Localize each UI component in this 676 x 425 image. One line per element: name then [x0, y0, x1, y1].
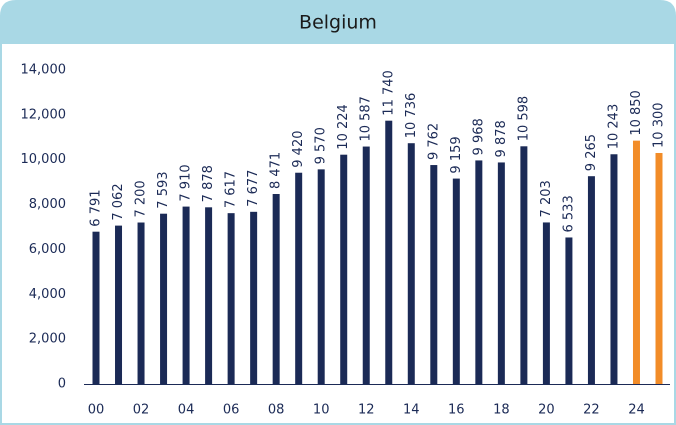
value-label: 6 533 [561, 195, 576, 232]
value-label: 10 850 [629, 90, 644, 136]
bar [295, 172, 303, 384]
x-tick-label: 02 [133, 403, 150, 418]
bar [610, 154, 618, 384]
value-label: 9 420 [291, 131, 306, 168]
bar [340, 154, 348, 384]
y-tick-label: 4,000 [29, 287, 66, 302]
bar [227, 213, 235, 384]
bar [632, 140, 640, 384]
x-tick-label: 10 [313, 403, 330, 418]
value-label: 7 910 [179, 164, 194, 201]
bar [362, 146, 370, 384]
value-label: 6 791 [89, 189, 104, 226]
bar [160, 213, 168, 384]
bar [655, 152, 663, 384]
value-label: 7 200 [134, 180, 149, 217]
y-tick-label: 0 [58, 377, 66, 392]
x-tick-label: 20 [538, 403, 555, 418]
value-label: 7 878 [201, 165, 216, 202]
x-tick-label: 00 [88, 403, 105, 418]
x-tick-label: 24 [628, 403, 645, 418]
value-label: 9 265 [584, 134, 599, 171]
value-label: 10 736 [404, 93, 419, 139]
x-tick-label: 12 [358, 403, 375, 418]
bar [272, 194, 280, 384]
value-label: 11 740 [381, 70, 396, 116]
bar [565, 237, 573, 384]
y-tick-label: 10,000 [21, 152, 67, 167]
bar [452, 178, 460, 384]
x-tick-label: 14 [403, 403, 420, 418]
value-label: 9 159 [449, 136, 464, 173]
bar [182, 206, 190, 384]
value-label: 7 062 [111, 183, 126, 220]
x-tick-label: 08 [268, 403, 285, 418]
x-tick-label: 04 [178, 403, 195, 418]
value-label: 7 677 [246, 170, 261, 207]
bar [385, 120, 393, 384]
y-tick-label: 8,000 [29, 197, 66, 212]
bar [430, 165, 438, 384]
value-label: 9 570 [314, 127, 329, 164]
bar [475, 160, 483, 384]
value-label: 9 762 [426, 123, 441, 160]
value-label: 10 587 [359, 96, 374, 142]
value-label: 10 224 [336, 104, 351, 150]
value-label: 7 617 [224, 171, 239, 208]
y-tick-label: 6,000 [29, 242, 66, 257]
bar [520, 146, 528, 384]
value-label: 8 471 [269, 152, 284, 189]
value-label: 10 598 [516, 96, 531, 142]
x-tick-label: 16 [448, 403, 465, 418]
x-tick-label: 06 [223, 403, 240, 418]
bar [542, 222, 550, 384]
value-label: 9 878 [494, 120, 509, 157]
value-label: 10 243 [606, 104, 621, 150]
bar [317, 169, 325, 384]
y-tick-label: 14,000 [21, 63, 67, 78]
value-label: 7 593 [156, 171, 171, 208]
bar [115, 225, 123, 384]
value-label: 10 300 [652, 102, 667, 148]
y-tick-label: 2,000 [29, 332, 66, 347]
bar [407, 143, 415, 384]
bar [205, 207, 213, 384]
y-tick-label: 12,000 [21, 107, 67, 122]
value-label: 7 203 [539, 180, 554, 217]
bar [250, 211, 258, 384]
chart-title: Belgium [299, 12, 377, 34]
title-band [1, 1, 675, 44]
x-tick-label: 18 [493, 403, 510, 418]
bar [92, 231, 100, 384]
value-label: 9 968 [471, 118, 486, 155]
bar [587, 176, 595, 384]
x-tick-label: 22 [583, 403, 600, 418]
bar [497, 162, 505, 384]
bar [137, 222, 145, 384]
